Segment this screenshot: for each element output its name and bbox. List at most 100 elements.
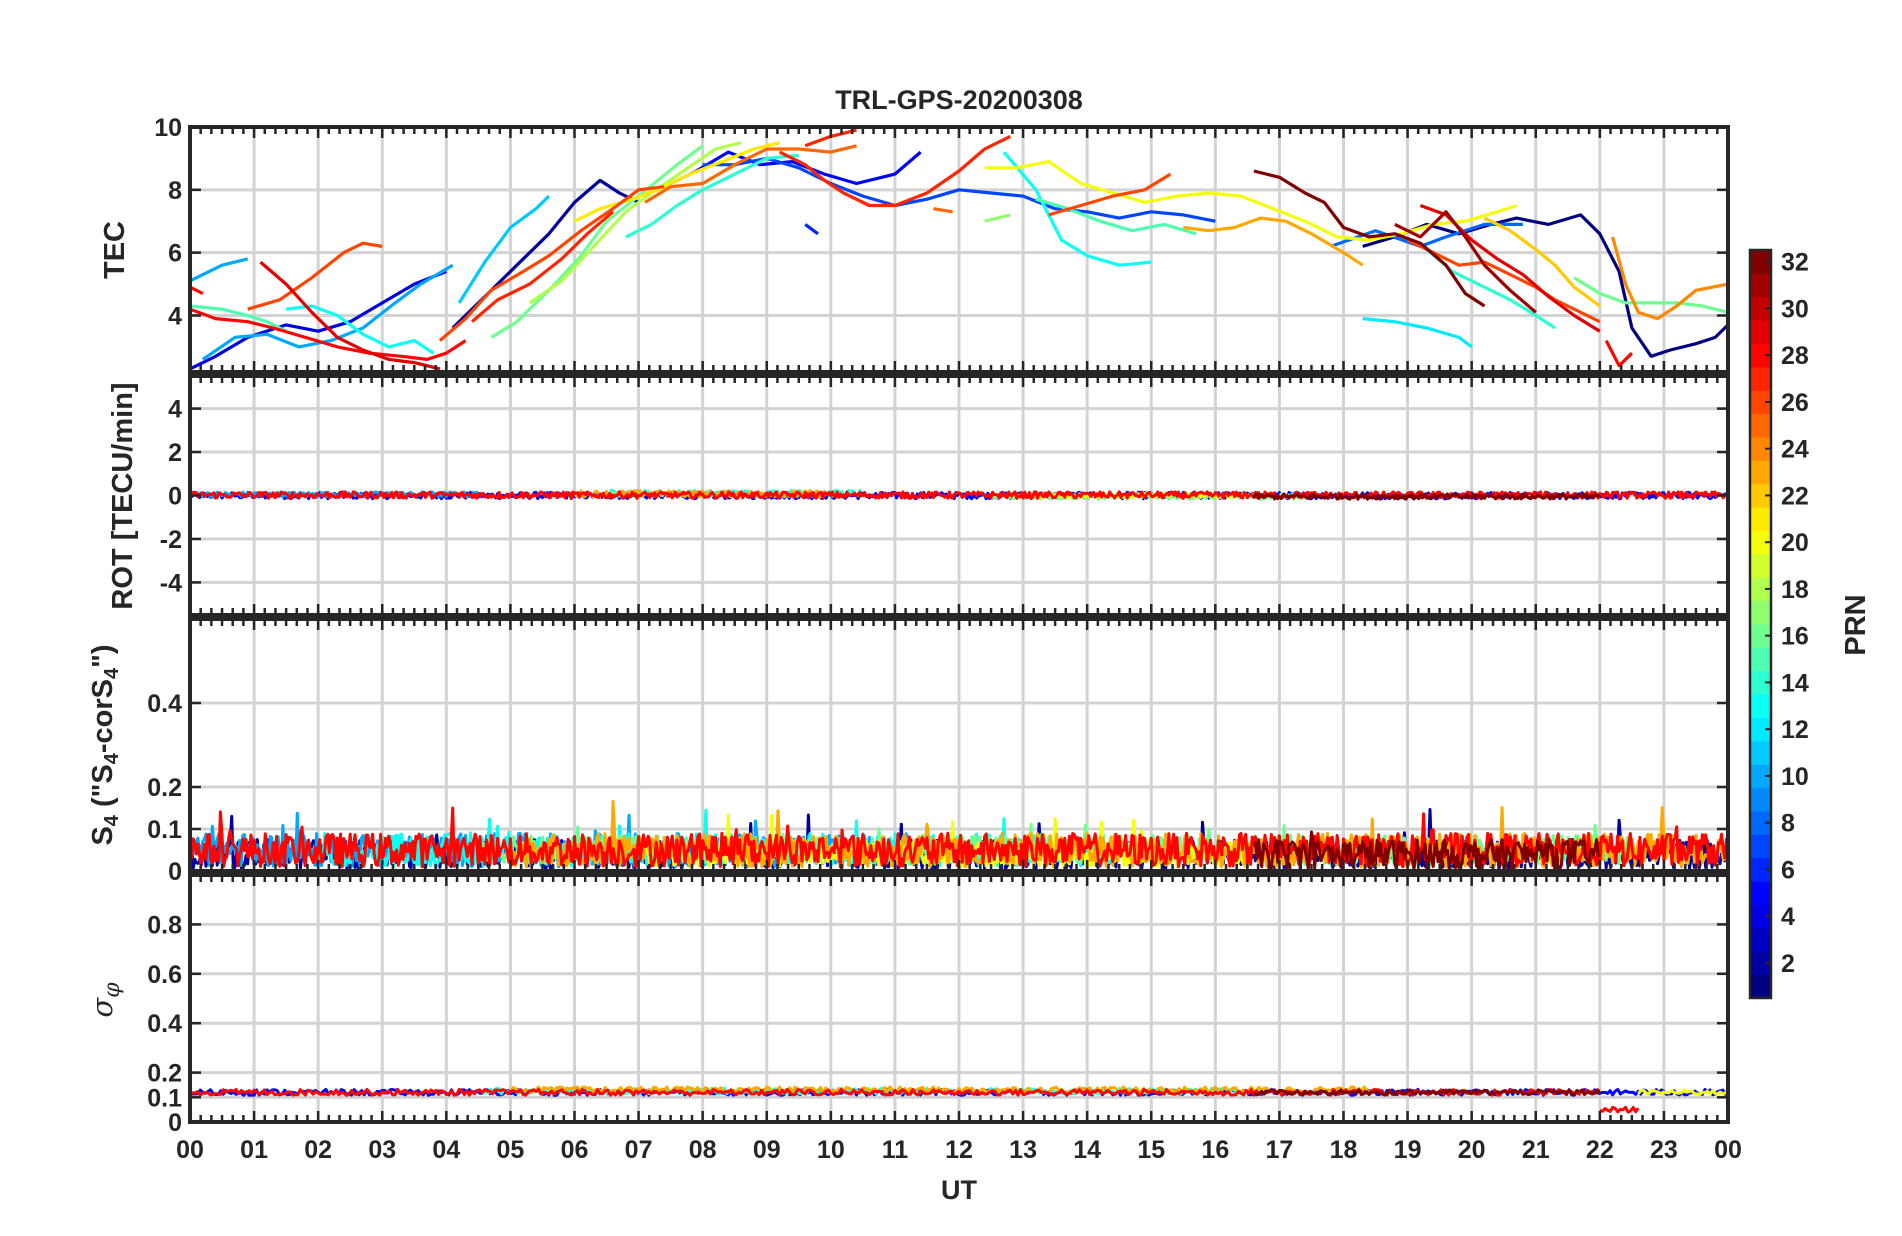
series-line-prn-22 — [1483, 216, 1601, 308]
x-tick-label: 10 — [817, 1136, 845, 1164]
colorbar-segment — [1750, 390, 1771, 415]
colorbar-tick-label: 20 — [1781, 529, 1809, 557]
series-line-prn-32 — [1253, 169, 1486, 308]
series-line-prn-14 — [625, 153, 799, 239]
colorbar-tick-label: 28 — [1781, 342, 1809, 370]
series-line-prn-8 — [1330, 222, 1523, 248]
series-line-prn-25 — [933, 207, 953, 214]
y-tick-label: 8 — [168, 177, 182, 205]
y-axis-label: σφ — [85, 982, 125, 1018]
series-line-prn-26 — [1048, 172, 1172, 217]
y-tick-label: 0.4 — [147, 690, 182, 718]
colorbar-label: PRN — [1840, 594, 1872, 655]
series-line-prn-32 — [1252, 830, 1601, 871]
colorbar-segment — [1750, 764, 1771, 789]
y-tick-label: -4 — [160, 569, 182, 597]
series-line-prn-12 — [1362, 317, 1473, 349]
series-line-prn-10 — [190, 257, 249, 283]
y-tick-label: 0.4 — [147, 1010, 182, 1038]
colorbar-tick-label: 32 — [1781, 249, 1809, 277]
x-tick-label: 21 — [1522, 1136, 1550, 1164]
colorbar-tick-label: 22 — [1781, 482, 1809, 510]
colorbar-segment — [1750, 530, 1771, 555]
series-line-prn-1 — [1362, 213, 1728, 358]
series-line-prn-23 — [509, 1085, 1375, 1095]
series-line-prn-26 — [1406, 238, 1601, 324]
y-tick-label: 0 — [168, 1109, 182, 1137]
colorbar-segment — [1750, 951, 1771, 976]
series-line-prn-16 — [1573, 276, 1728, 314]
y-tick-label: 4 — [168, 302, 182, 330]
x-tick-label: 20 — [1458, 1136, 1486, 1164]
x-tick-label: 17 — [1266, 1136, 1294, 1164]
panel-sigma: 00.10.2 0.4 0.6 0.8 σφ 00 01 02 03 04 05 06 07 08 09 10… — [85, 873, 1742, 1164]
x-tick-label: 04 — [432, 1136, 460, 1164]
colorbar-segment — [1750, 974, 1771, 999]
colorbar-tick-label: 18 — [1781, 576, 1809, 604]
colorbar-segment — [1750, 413, 1771, 438]
series-line-prn-20 — [1637, 1088, 1728, 1096]
x-tick-label: 05 — [497, 1136, 525, 1164]
colorbar-segment — [1750, 437, 1771, 461]
x-tick-label: 00 — [1714, 1136, 1742, 1164]
chart-title: TRL-GPS-20200308 — [835, 85, 1083, 115]
y-tick-label: 0.1 — [147, 816, 182, 844]
colorbar-segment — [1750, 577, 1771, 602]
colorbar-segment — [1750, 600, 1771, 625]
colorbar-segment — [1750, 857, 1771, 882]
series-line-prn-29 — [259, 260, 441, 371]
x-tick-label: 14 — [1073, 1136, 1101, 1164]
series-line-prn-21 — [573, 141, 780, 223]
colorbar-segment — [1750, 273, 1771, 298]
colorbar-tick-label: 14 — [1781, 669, 1809, 697]
series-line-prn-15 — [190, 304, 287, 333]
x-tick-label: 23 — [1650, 1136, 1678, 1164]
y-tick-label: 4 — [168, 396, 182, 424]
series-group — [190, 128, 1728, 371]
colorbar-segment — [1750, 904, 1771, 929]
colorbar-segment — [1750, 366, 1771, 391]
x-tick-label: 02 — [304, 1136, 332, 1164]
y-tick-label: 0 — [168, 858, 182, 886]
y-tick-label: 0 — [168, 483, 182, 511]
colorbar-segment — [1750, 250, 1771, 274]
colorbar-segment — [1750, 811, 1771, 835]
series-line-prn-27 — [470, 210, 614, 323]
x-tick-label: 07 — [625, 1136, 653, 1164]
x-tick-label: 06 — [561, 1136, 589, 1164]
x-tick-label: 18 — [1330, 1136, 1358, 1164]
panel-rot: -4 -2 0 2 4 ROT [TECU/min] — [107, 374, 1730, 617]
colorbar-segment — [1750, 507, 1771, 531]
series-group — [190, 1085, 1728, 1114]
y-tick-label: 0.2 — [147, 774, 182, 802]
colorbar-tick-label: 30 — [1781, 295, 1809, 323]
y-tick-label: 10 — [154, 114, 182, 142]
colorbar-segment — [1750, 927, 1771, 952]
x-tick-label: 15 — [1137, 1136, 1165, 1164]
x-axis-label: UT — [941, 1175, 977, 1205]
colorbar-segment — [1750, 881, 1771, 905]
series-line-prn-17 — [984, 213, 1011, 223]
colorbar-segment — [1750, 647, 1771, 672]
x-tick-label: 12 — [945, 1136, 973, 1164]
series-line-prn-15 — [1035, 197, 1197, 236]
colorbar-segment — [1750, 553, 1771, 578]
series-line-prn-7 — [702, 156, 1216, 223]
panel-s4: 0 0.1 0.2 0.4 S4 ("S4-corS4") — [87, 617, 1730, 886]
colorbar-tick-label: 2 — [1781, 950, 1795, 978]
colorbar-tick-label: 6 — [1781, 856, 1795, 884]
y-tick-label: 6 — [168, 240, 182, 268]
colorbar-segment — [1750, 740, 1771, 765]
x-tick-label: 08 — [689, 1136, 717, 1164]
colorbar-segment — [1750, 694, 1771, 718]
x-tick-label: 11 — [882, 1136, 909, 1164]
series-line-prn-11 — [457, 194, 551, 304]
series-line-prn-28 — [190, 285, 204, 295]
colorbar-tick-label: 26 — [1781, 389, 1809, 417]
series-group — [190, 488, 1728, 501]
colorbar-frame — [1748, 248, 1773, 1000]
x-tick-label: 13 — [1009, 1136, 1037, 1164]
x-tick-label: 00 — [176, 1136, 204, 1164]
